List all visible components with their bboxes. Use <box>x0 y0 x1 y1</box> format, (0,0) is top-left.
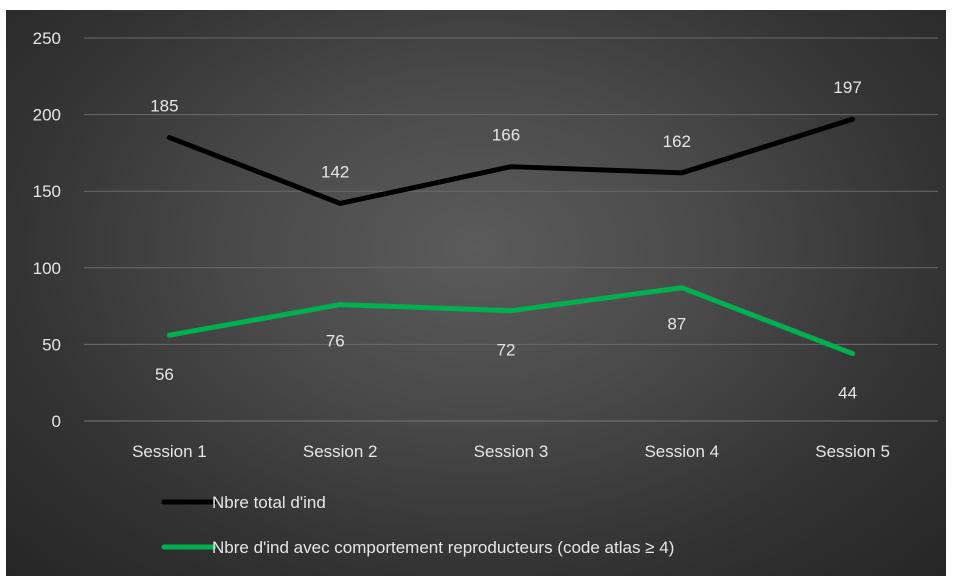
data-label: 142 <box>321 162 349 181</box>
data-label: 197 <box>833 78 861 97</box>
x-tick-label: Session 1 <box>132 442 207 461</box>
y-tick-label: 200 <box>33 106 61 125</box>
y-tick-label: 150 <box>33 182 61 201</box>
series-line <box>166 116 856 206</box>
series-line <box>166 285 856 357</box>
y-tick-label: 50 <box>42 335 61 354</box>
legend-label: Nbre total d'ind <box>212 493 326 512</box>
x-tick-label: Session 3 <box>474 442 549 461</box>
data-label: 76 <box>326 332 345 351</box>
x-tick-label: Session 5 <box>815 442 890 461</box>
series-lines <box>166 116 856 357</box>
chart-area: 0 50 100 150 200 250 Session 1 Session 2 Sessio… <box>6 10 946 576</box>
y-tick-label: 100 <box>33 259 61 278</box>
data-label: 72 <box>497 341 516 360</box>
legend: Nbre total d'ind Nbre d'ind avec comporte… <box>161 493 674 557</box>
data-label: 56 <box>155 365 174 384</box>
data-label: 185 <box>150 97 178 116</box>
y-axis-tick-labels: 0 50 100 150 200 250 <box>33 29 61 431</box>
x-tick-label: Session 2 <box>303 442 378 461</box>
y-tick-label: 250 <box>33 29 61 48</box>
x-tick-label: Session 4 <box>644 442 719 461</box>
data-labels: 185 142 166 162 197 56 76 72 87 44 <box>150 78 862 402</box>
data-label: 162 <box>663 132 691 151</box>
data-label: 87 <box>667 315 686 334</box>
gridlines <box>84 37 938 422</box>
x-axis-tick-labels: Session 1 Session 2 Session 3 Session 4 Sess… <box>132 442 890 461</box>
data-label: 166 <box>492 126 520 145</box>
legend-label: Nbre d'ind avec comportement reproducteu… <box>212 538 674 557</box>
y-tick-label: 0 <box>52 412 61 431</box>
data-label: 44 <box>838 384 857 403</box>
